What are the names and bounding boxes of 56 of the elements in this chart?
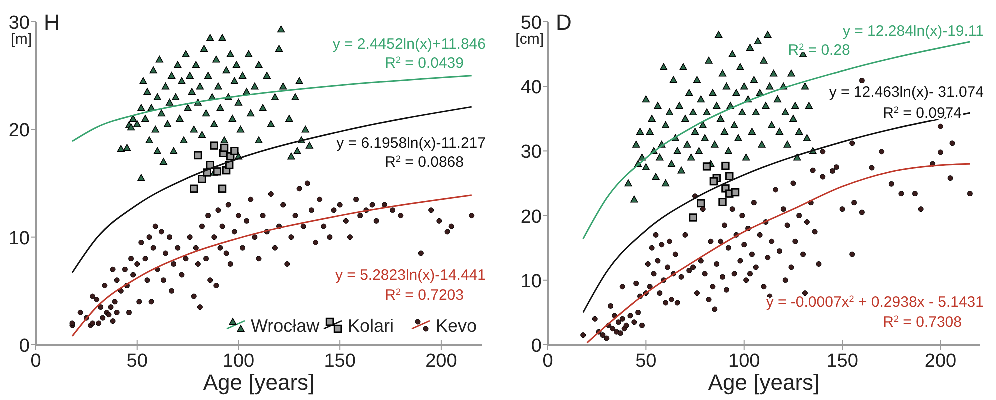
y-axis-title: [m] xyxy=(11,31,32,48)
point xyxy=(220,144,229,152)
point xyxy=(194,151,202,160)
chart-title: H xyxy=(44,10,60,35)
legend-label: Kolari xyxy=(348,316,394,336)
point xyxy=(206,161,214,170)
y-axis-title: [cm] xyxy=(516,31,544,48)
legend-label: Kevo xyxy=(436,316,478,336)
annotation: R$^{2}$ = 0.0868 xyxy=(385,154,464,172)
point xyxy=(726,172,734,180)
y-tick-label: 40 xyxy=(520,78,542,99)
y-tick-label: 30 xyxy=(520,142,542,164)
annotation: R$^{2}$ = 0.28 xyxy=(788,42,850,59)
point xyxy=(230,147,239,156)
annotation: R$^{2}$ = 0.7308 xyxy=(883,314,962,331)
point xyxy=(213,168,222,176)
x-axis-title: Age [years] xyxy=(203,370,315,395)
x-tick-label: 200 xyxy=(426,351,458,372)
annotation: R$^{2}$ = 0.0974 xyxy=(883,105,962,122)
point xyxy=(218,184,227,193)
y-tick-label: 0 xyxy=(531,336,542,357)
x-axis-title: Age [years] xyxy=(708,370,820,395)
x-tick-label: 150 xyxy=(826,351,858,372)
x-tick-label: 100 xyxy=(222,351,255,372)
y-tick-label: 30 xyxy=(8,13,30,34)
point xyxy=(190,184,198,193)
y-tick-label: 10 xyxy=(520,271,542,292)
y-tick-label: 20 xyxy=(8,120,30,142)
y-tick-label: 10 xyxy=(8,228,30,250)
x-tick-label: 150 xyxy=(324,351,356,372)
y-tick-label: 20 xyxy=(520,206,542,228)
y-tick-label: 50 xyxy=(520,13,542,34)
point xyxy=(697,199,706,208)
annotation: y = 12.284ln(x)-19.11 xyxy=(842,23,984,40)
x-tick-label: 50 xyxy=(636,351,657,372)
annotation: R$^{2}$ = 0.7203 xyxy=(385,287,464,304)
point xyxy=(731,188,740,197)
point xyxy=(689,214,698,222)
x-tick-label: 200 xyxy=(924,351,957,372)
point xyxy=(702,162,712,171)
annotation: y = 12.463ln(x)- 31.074 xyxy=(829,84,984,102)
annotation: y = 2.4452ln(x)+11.846 xyxy=(332,36,486,53)
y-tick-label: 0 xyxy=(19,336,30,357)
legend-label: Wrocław xyxy=(251,316,321,336)
x-tick-label: 100 xyxy=(728,351,760,372)
x-tick-label: 50 xyxy=(126,351,148,372)
point xyxy=(722,162,730,170)
point xyxy=(718,198,727,206)
annotation: R$^{2}$ = 0.0439 xyxy=(385,54,464,72)
annotation: y = -0.0007x$^{2}$ + 0.2938x - 5.1431 xyxy=(766,294,984,311)
point xyxy=(210,142,218,150)
annotation: y = 6.1958ln(x)-11.217 xyxy=(336,135,486,152)
chart-title: D xyxy=(556,10,572,35)
annotation: y = 5.2823ln(x)-14.441 xyxy=(335,267,486,284)
point xyxy=(710,177,718,186)
point xyxy=(198,175,206,184)
